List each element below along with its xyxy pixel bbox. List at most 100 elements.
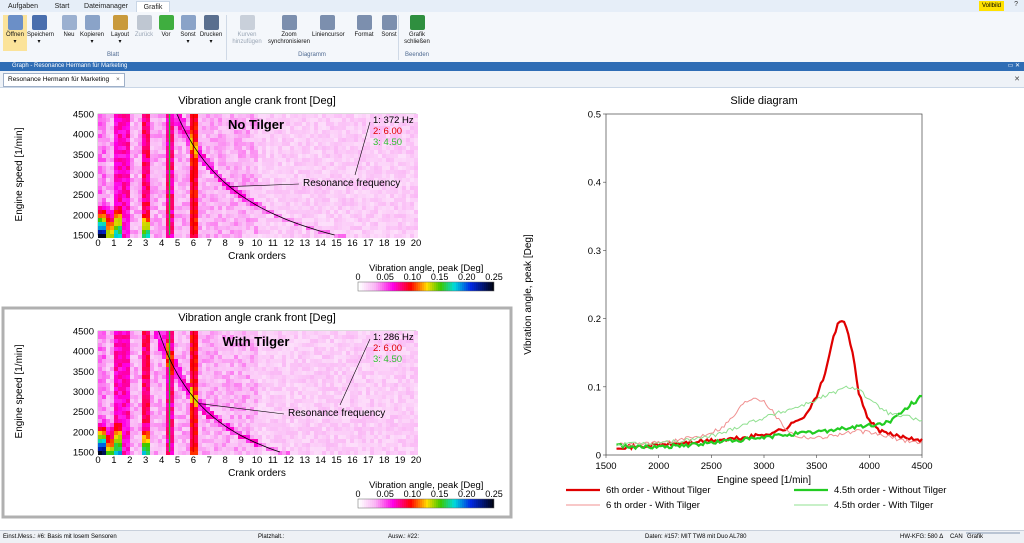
heatmap-cell: [258, 202, 262, 206]
heatmap-cell: [178, 158, 182, 162]
tab-start[interactable]: Start: [48, 1, 76, 12]
heatmap-cell: [198, 182, 202, 186]
ribbon-button-6[interactable]: Vor: [154, 15, 178, 39]
heatmap-cell: [306, 399, 310, 403]
heatmap-cell: [178, 162, 182, 166]
heatmap-cell: [366, 359, 370, 363]
heatmap-cell: [234, 383, 238, 387]
heatmap-cell: [398, 162, 402, 166]
heatmap-cell: [146, 154, 150, 158]
heatmap-cell: [262, 375, 266, 379]
ribbon-button-7[interactable]: Sonst▾: [176, 15, 200, 46]
heatmap-cell: [206, 130, 210, 134]
heatmap-cell: [134, 351, 138, 355]
heatmap-cell: [282, 359, 286, 363]
heatmap-cell: [366, 423, 370, 427]
heatmap-cell: [370, 435, 374, 439]
heatmap-cell: [194, 194, 198, 198]
heatmap-cell: [154, 363, 158, 367]
heatmap-cell: [346, 142, 350, 146]
heatmap-cell: [158, 367, 162, 371]
close-document-icon[interactable]: ✕: [1014, 75, 1020, 83]
heatmap-cell: [334, 134, 338, 138]
heatmap-cell: [310, 371, 314, 375]
heatmap-cell: [302, 202, 306, 206]
heatmap-cell: [242, 178, 246, 182]
close-graphic-button[interactable]: Grafik schließen: [402, 15, 432, 46]
heatmap-cell: [198, 423, 202, 427]
heatmap-cell: [174, 435, 178, 439]
heatmap-cell: [174, 427, 178, 431]
heatmap-cell: [138, 198, 142, 202]
ribbon-button-5[interactable]: Zurück: [132, 15, 156, 39]
heatmap-cell: [150, 423, 154, 427]
heatmap-cell: [310, 158, 314, 162]
heatmap-cell: [146, 335, 150, 339]
heatmap-cell: [274, 174, 278, 178]
heatmap-cell: [106, 419, 110, 423]
tab-aufgaben[interactable]: Aufgaben: [4, 1, 42, 12]
heatmap-cell: [106, 218, 110, 222]
heatmap-cell: [146, 407, 150, 411]
heatmap-cell: [126, 146, 130, 150]
heatmap-cell: [270, 138, 274, 142]
ribbon-button-4[interactable]: Layout▾: [108, 15, 132, 46]
heatmap-cell: [410, 130, 414, 134]
heatmap-cell: [242, 447, 246, 451]
heatmap-cell: [118, 451, 122, 455]
document-tab[interactable]: Resonance Hermann für Marketing ×: [3, 73, 125, 87]
heatmap-cell: [102, 194, 106, 198]
heatmap-cell: [182, 447, 186, 451]
heatmap-cell: [358, 367, 362, 371]
heatmap-cell: [294, 351, 298, 355]
heatmap-cell: [258, 162, 262, 166]
help-icon[interactable]: ?: [1014, 1, 1018, 8]
heatmap-cell: [406, 166, 410, 170]
ribbon-button-2[interactable]: Neu: [57, 15, 81, 39]
heatmap-cell: [278, 198, 282, 202]
heatmap-cell: [414, 162, 418, 166]
heatmap-cell: [246, 178, 250, 182]
heatmap-cell: [274, 138, 278, 142]
heatmap-cell: [258, 190, 262, 194]
tab-dateimanager[interactable]: Dateimanager: [82, 1, 130, 12]
heatmap-cell: [118, 363, 122, 367]
heatmap-cell: [222, 134, 226, 138]
heatmap-cell: [402, 230, 406, 234]
diagram-button-2[interactable]: Liniencursor: [312, 15, 342, 39]
heatmap-cell: [162, 138, 166, 142]
window-controls-icon[interactable]: ▭ ✕: [1008, 62, 1020, 71]
heatmap-cell: [410, 190, 414, 194]
heatmap-cell: [254, 403, 258, 407]
heatmap-cell: [370, 419, 374, 423]
heatmap-cell: [210, 230, 214, 234]
heatmap-cell: [386, 379, 390, 383]
heatmap-cell: [374, 403, 378, 407]
heatmap-cell: [170, 367, 174, 371]
ribbon-button-1[interactable]: Speichern▾: [27, 15, 51, 46]
heatmap-cell: [286, 375, 290, 379]
heatmap-cell: [254, 146, 258, 150]
heatmap-cell: [214, 138, 218, 142]
ribbon-button-3[interactable]: Kopieren▾: [80, 15, 104, 46]
heatmap-cell: [134, 383, 138, 387]
heatmap-cell: [114, 146, 118, 150]
close-tab-icon[interactable]: ×: [116, 76, 120, 83]
heatmap-cell: [306, 218, 310, 222]
ribbon-button-0[interactable]: Öffnen▾: [3, 15, 27, 51]
heatmap-cell: [382, 166, 386, 170]
fullscreen-button[interactable]: Vollbild: [979, 1, 1004, 11]
heatmap-cell: [290, 371, 294, 375]
heatmap-cell: [342, 447, 346, 451]
heatmap-cell: [182, 186, 186, 190]
heatmap-cell: [214, 351, 218, 355]
heatmap-cell: [338, 122, 342, 126]
heatmap-cell: [206, 222, 210, 226]
heatmap-cell: [238, 202, 242, 206]
diagram-button-4[interactable]: Sonst: [374, 15, 404, 39]
x-tick-label: 5: [175, 238, 180, 249]
ribbon-button-8[interactable]: Drucken▾: [199, 15, 223, 46]
heatmap-cell: [382, 427, 386, 431]
